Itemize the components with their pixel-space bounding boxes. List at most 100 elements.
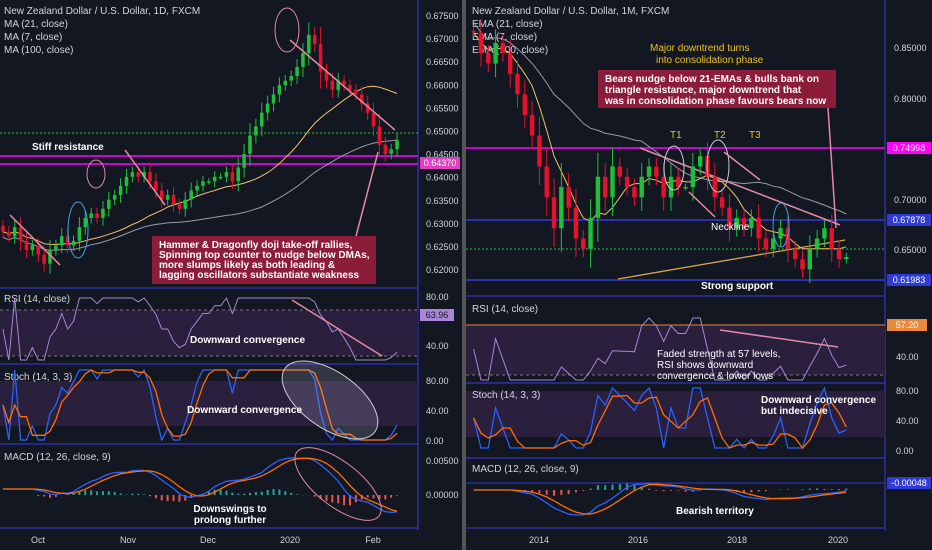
left-price-tick: 0.64000 <box>426 173 459 183</box>
left-macd-note-1: Downswings to <box>193 504 266 515</box>
right-macd-label: MACD (12, 26, close, 9) <box>472 464 579 475</box>
candle-body <box>771 238 776 249</box>
left-stoch-note: Downward convergence <box>187 405 302 416</box>
macd-bar <box>531 490 534 492</box>
candle-body <box>336 80 340 90</box>
candle-body <box>581 238 586 249</box>
candle-body <box>265 103 270 113</box>
candle-body <box>785 228 791 249</box>
macd-bar <box>78 491 81 495</box>
macd-bar <box>290 492 293 495</box>
candle-body <box>573 207 579 239</box>
right-upper-level: 0.74998 <box>893 143 926 153</box>
candle-body <box>624 176 630 188</box>
ma-line <box>473 32 847 250</box>
right-t2-label: T2 <box>714 130 726 141</box>
left-x-nov: Nov <box>120 535 137 545</box>
macd-bar <box>160 495 163 501</box>
macd-bar <box>237 493 240 495</box>
candle-body <box>800 259 805 270</box>
macd-bar <box>260 491 263 495</box>
right-arrow-1 <box>723 151 761 181</box>
candle-body <box>7 231 11 237</box>
right-rsi-value-tag <box>887 319 927 331</box>
macd-bar <box>640 487 643 490</box>
macd-bar <box>190 495 193 499</box>
candle-body <box>89 213 93 218</box>
candle-body <box>160 190 164 200</box>
candle-body <box>348 85 352 90</box>
macd-bar <box>838 489 841 490</box>
right-support-trendline <box>617 239 846 280</box>
candle-body <box>330 80 335 90</box>
macd-bar <box>545 490 548 495</box>
right-t1-label: T1 <box>670 130 682 141</box>
candle-body <box>508 53 513 74</box>
candle-body <box>18 227 23 241</box>
candle-body <box>829 228 834 249</box>
macd-bar <box>757 490 760 492</box>
macd-bar <box>349 495 351 506</box>
candle-body <box>371 112 376 127</box>
macd-bar <box>266 489 269 495</box>
right-callout-line-3: was in consolidation phase favours bears… <box>604 96 826 107</box>
left-macd-ellipse <box>294 447 382 521</box>
macd-bar <box>567 490 570 495</box>
right-x-2016: 2016 <box>628 535 648 545</box>
macd-bar <box>243 493 246 495</box>
macd-bar <box>172 495 175 502</box>
right-callout-line-1: Bears nudge below 21-EMAs & bulls bank o… <box>605 74 819 85</box>
macd-bar <box>37 495 40 496</box>
right-mid-tag <box>887 214 931 226</box>
right-low-level: 0.61983 <box>893 275 926 285</box>
candle-body <box>65 236 70 246</box>
right-stoch-note-2: but indecisive <box>761 406 828 417</box>
candle-body <box>646 166 652 177</box>
candle-body <box>242 153 246 168</box>
right-rsi-tick-40: 40.00 <box>896 352 919 362</box>
candle-body <box>171 195 176 205</box>
candle-body <box>617 166 622 177</box>
macd-bar <box>254 492 257 495</box>
left-price-tick: 0.67500 <box>426 11 459 21</box>
candle-body <box>342 80 346 86</box>
candle-body <box>254 126 258 136</box>
right-tick-085: 0.85000 <box>894 43 927 53</box>
candle-body <box>312 34 317 45</box>
macd-bar <box>699 490 702 491</box>
left-last-price: 0.64370 <box>424 158 457 168</box>
candle-body <box>60 236 64 246</box>
right-rsi-band <box>466 325 885 375</box>
candle-body <box>793 248 798 260</box>
candle-body <box>218 176 223 179</box>
macd-bar <box>582 490 585 491</box>
left-x-oct: Oct <box>31 535 46 545</box>
candle-body <box>588 217 593 249</box>
candle-body <box>676 176 681 188</box>
candle-body <box>1 225 5 232</box>
macd-bar <box>272 489 275 495</box>
candle-body <box>389 149 393 154</box>
candle-body <box>289 76 293 81</box>
left-ellipse-2 <box>67 201 89 259</box>
candle-body <box>101 208 105 218</box>
candle-body <box>136 172 140 177</box>
left-price-tick: 0.65500 <box>426 103 459 113</box>
candle-body <box>712 176 717 198</box>
left-macd-histogram <box>37 489 399 506</box>
candle-body <box>698 156 703 167</box>
macd-bar <box>618 484 621 490</box>
candle-body <box>727 207 732 229</box>
candle-body <box>844 257 849 260</box>
right-rsi-note-1: Faded strength at 57 levels, <box>657 349 780 360</box>
macd-bar <box>278 489 281 495</box>
right-t3-label: T3 <box>749 130 761 141</box>
candle-body <box>36 245 40 255</box>
candle-body <box>734 217 739 229</box>
macd-bar <box>604 485 607 490</box>
candle-body <box>395 140 399 150</box>
candle-body <box>142 172 146 177</box>
macd-bar <box>231 492 234 495</box>
candle-body <box>318 44 323 72</box>
left-stoch-d-line <box>2 369 398 441</box>
